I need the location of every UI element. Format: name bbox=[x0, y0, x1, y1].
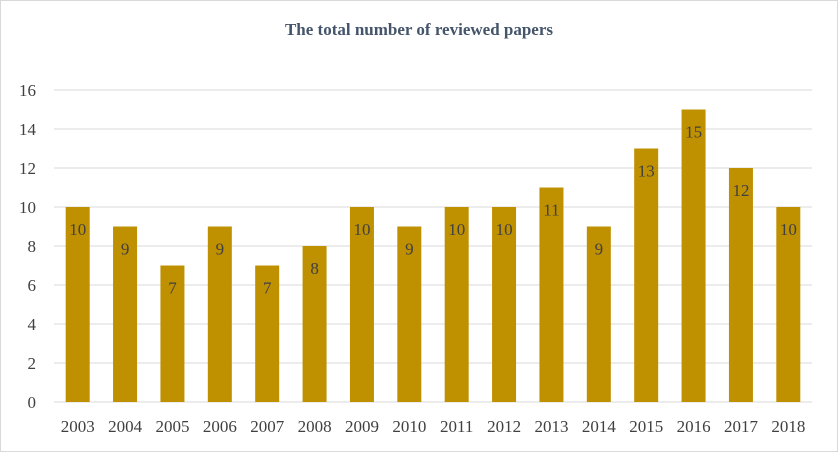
data-label: 9 bbox=[405, 240, 414, 259]
data-label: 10 bbox=[448, 220, 465, 239]
data-label: 10 bbox=[353, 220, 370, 239]
bar bbox=[397, 226, 422, 402]
data-label: 10 bbox=[780, 220, 797, 239]
data-label: 11 bbox=[543, 201, 559, 220]
chart-title: The total number of reviewed papers bbox=[284, 20, 554, 39]
x-tick-label: 2006 bbox=[203, 417, 237, 436]
bar bbox=[160, 265, 185, 402]
x-tick-label: 2010 bbox=[392, 417, 426, 436]
x-tick-label: 2007 bbox=[250, 417, 285, 436]
bar bbox=[255, 265, 280, 402]
x-tick-label: 2018 bbox=[771, 417, 805, 436]
bar bbox=[539, 187, 564, 402]
data-label: 8 bbox=[310, 259, 319, 278]
y-tick-label: 10 bbox=[19, 198, 36, 217]
data-label: 9 bbox=[121, 240, 130, 259]
x-tick-label: 2004 bbox=[108, 417, 143, 436]
y-tick-label: 16 bbox=[19, 81, 36, 100]
y-tick-label: 14 bbox=[19, 120, 37, 139]
x-tick-label: 2017 bbox=[724, 417, 759, 436]
y-tick-label: 4 bbox=[28, 315, 37, 334]
x-tick-label: 2014 bbox=[582, 417, 617, 436]
y-tick-label: 12 bbox=[19, 159, 36, 178]
bar bbox=[634, 148, 659, 402]
x-tick-label: 2009 bbox=[345, 417, 379, 436]
bar bbox=[113, 226, 138, 402]
y-tick-label: 6 bbox=[28, 276, 37, 295]
x-tick-label: 2013 bbox=[534, 417, 568, 436]
bar bbox=[492, 207, 517, 402]
data-label: 13 bbox=[638, 162, 655, 181]
data-label: 9 bbox=[595, 240, 604, 259]
x-tick-label: 2003 bbox=[61, 417, 95, 436]
data-label: 12 bbox=[732, 181, 749, 200]
bar bbox=[302, 246, 327, 402]
y-tick-label: 0 bbox=[28, 393, 37, 412]
data-label: 7 bbox=[263, 279, 272, 298]
bar bbox=[586, 226, 611, 402]
bar bbox=[349, 207, 374, 402]
x-tick-label: 2016 bbox=[677, 417, 711, 436]
bar bbox=[776, 207, 801, 402]
bar bbox=[444, 207, 469, 402]
data-label: 10 bbox=[69, 220, 86, 239]
data-label: 9 bbox=[216, 240, 225, 259]
x-tick-label: 2012 bbox=[487, 417, 521, 436]
x-tick-label: 2011 bbox=[440, 417, 473, 436]
bar bbox=[728, 168, 753, 402]
x-tick-label: 2015 bbox=[629, 417, 663, 436]
bar bbox=[65, 207, 90, 402]
y-tick-label: 2 bbox=[28, 354, 37, 373]
y-tick-label: 8 bbox=[28, 237, 37, 256]
data-label: 7 bbox=[168, 279, 177, 298]
x-tick-label: 2008 bbox=[298, 417, 332, 436]
bar bbox=[681, 109, 706, 402]
bar bbox=[207, 226, 232, 402]
x-tick-label: 2005 bbox=[155, 417, 189, 436]
data-label: 10 bbox=[496, 220, 513, 239]
data-label: 15 bbox=[685, 123, 702, 142]
